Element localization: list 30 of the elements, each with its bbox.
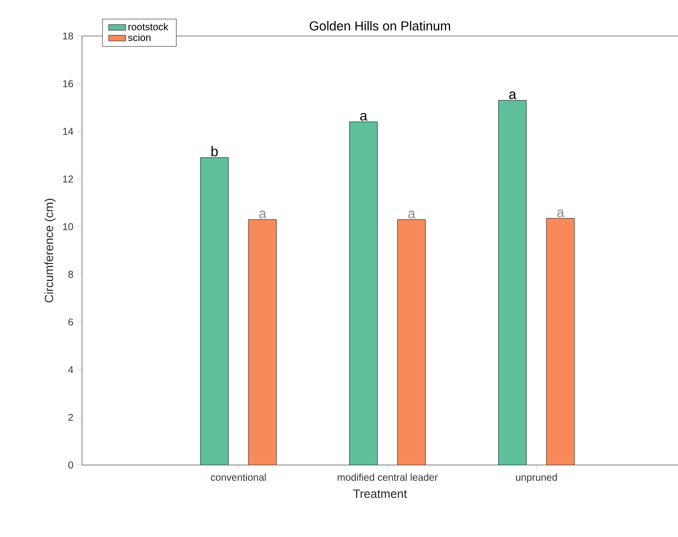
x-tick-label: conventional: [210, 474, 266, 481]
bar: [200, 158, 228, 465]
legend-label: rootstock: [128, 23, 168, 30]
x-axis-title: Treatment: [353, 490, 407, 498]
chart-title: Golden Hills on Platinum: [310, 20, 450, 30]
y-axis-title: Circumference (cm): [44, 198, 56, 302]
y-tick-label: 2: [68, 414, 73, 421]
annotation: b: [211, 146, 218, 156]
bar: [349, 122, 378, 465]
x-tick-label: modified central leader: [338, 474, 438, 481]
y-tick-label: 8: [68, 270, 74, 278]
annotation: a: [259, 210, 266, 218]
annotation: a: [408, 210, 416, 218]
y-tick-label: 0: [68, 461, 74, 469]
bar: [498, 100, 527, 465]
annotation: a: [557, 209, 564, 218]
bar: [248, 220, 276, 465]
y-tick-label: 10: [63, 223, 74, 230]
annotation: a: [509, 91, 516, 100]
bar: [397, 220, 426, 465]
x-tick-label: unpruned: [516, 474, 557, 483]
y-tick-label: 16: [63, 80, 74, 88]
annotation: a: [360, 112, 368, 121]
y-tick-label: 18: [63, 32, 74, 40]
y-tick-label: 14: [63, 128, 74, 135]
y-tick-label: 12: [63, 176, 73, 182]
legend-label: scion: [128, 34, 150, 42]
y-tick-label: 6: [68, 318, 74, 326]
y-tick-label: 4: [68, 366, 74, 374]
bar: [546, 218, 575, 465]
